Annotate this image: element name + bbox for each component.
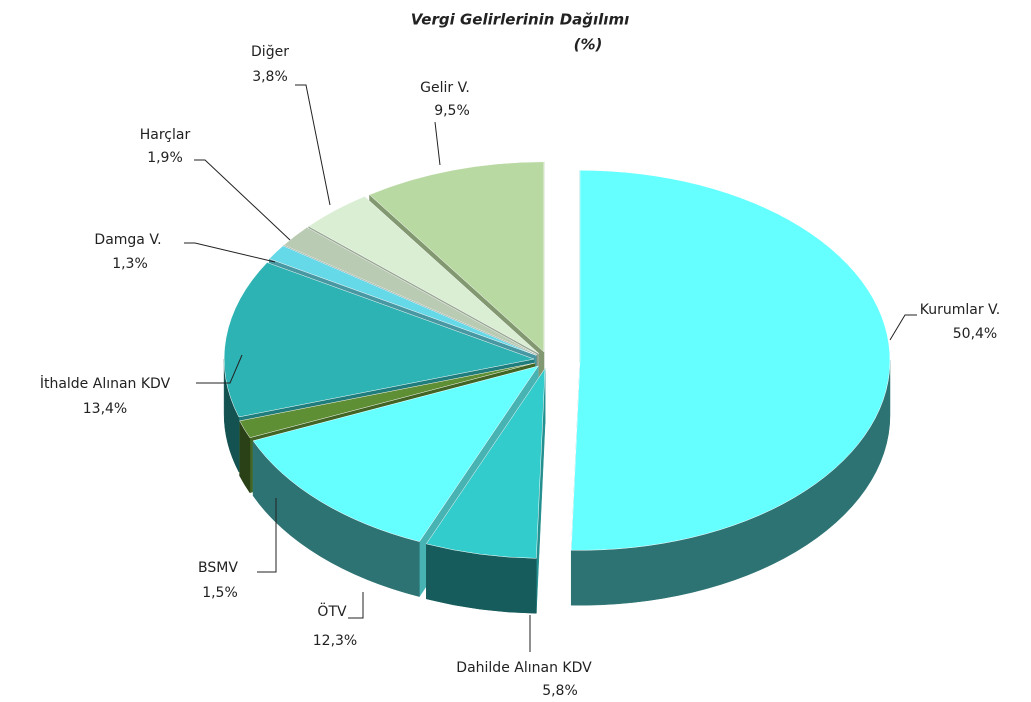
leader-line <box>295 84 331 206</box>
slice-value-label: 1,3% <box>112 256 148 272</box>
leader-line <box>184 242 276 263</box>
leader-line <box>257 498 277 573</box>
leader-line <box>196 354 243 384</box>
slice-label: BSMV <box>198 560 238 576</box>
pie-slice <box>369 161 545 353</box>
slice-value-label: 13,4% <box>83 401 127 417</box>
pie-slice <box>570 170 891 551</box>
leader-line <box>348 592 364 619</box>
slice-value-label: 9,5% <box>434 103 470 119</box>
pie-slice <box>308 196 539 354</box>
pie-slice <box>268 245 537 356</box>
chart-title: Vergi Gelirlerinin Dağılımı <box>411 11 629 29</box>
slice-label: Damga V. <box>94 232 161 248</box>
slice-label: Gelir V. <box>420 80 470 96</box>
pie-slice <box>223 262 536 418</box>
slice-value-label: 1,9% <box>147 150 183 166</box>
slice-value-label: 3,8% <box>252 69 288 85</box>
leader-line <box>194 159 291 241</box>
slice-label: ÖTV <box>317 602 347 620</box>
leader-line <box>434 121 441 166</box>
slice-label: Diğer <box>251 44 289 60</box>
chart-subtitle: (%) <box>574 36 603 54</box>
slice-value-label: 50,4% <box>953 326 997 342</box>
slice-value-label: 5,8% <box>542 683 578 699</box>
slice-label: Kurumlar V. <box>920 302 1001 318</box>
pie-slice <box>425 367 546 559</box>
leader-line <box>889 314 917 341</box>
slice-label: Dahilde Alınan KDV <box>456 660 592 676</box>
pie-slice <box>283 227 538 355</box>
pie-slice <box>252 365 539 542</box>
slice-label: Harçlar <box>140 127 191 143</box>
slice-label: İthalde Alınan KDV <box>40 374 171 392</box>
slice-value-label: 1,5% <box>202 585 238 601</box>
slice-value-label: 12,3% <box>313 633 357 649</box>
pie-slice <box>239 362 535 438</box>
